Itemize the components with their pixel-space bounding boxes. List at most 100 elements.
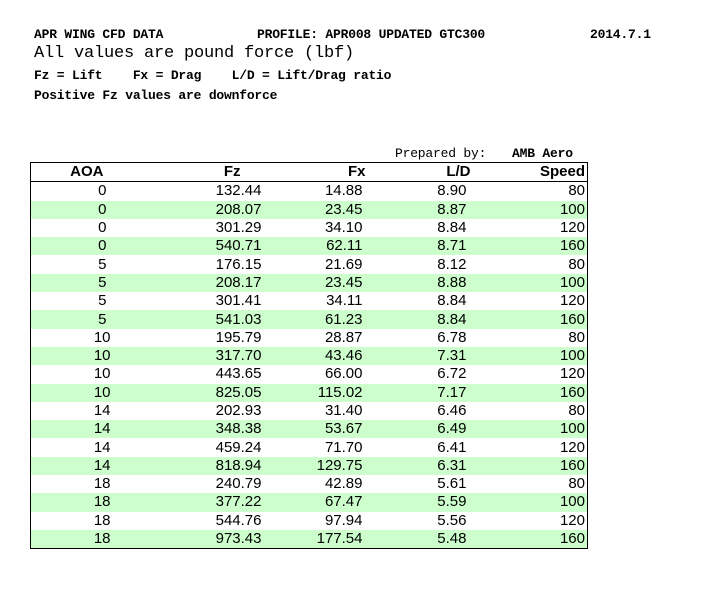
legend: Fz = Lift Fx = Drag L/D = Lift/Drag rati…: [34, 68, 392, 83]
cell: 80: [568, 182, 585, 200]
cell: 10: [30, 346, 149, 366]
cell: 160: [482, 237, 588, 256]
cell: 301.29: [215, 219, 262, 237]
cell: 0: [30, 237, 149, 256]
table-row: 5 208.17 23.45 8.88 100: [30, 273, 588, 293]
cell: 120: [559, 511, 585, 529]
cell: 8.90: [437, 182, 467, 200]
cell: 8.84: [437, 219, 467, 237]
cell: 61.23: [270, 310, 371, 329]
cell: 5: [30, 273, 149, 293]
column-header: AOA: [30, 162, 149, 183]
cell: 5.59: [370, 493, 483, 512]
table-row: 14 348.38 53.67 6.49 100: [30, 420, 588, 439]
cell: 240.79: [215, 475, 262, 493]
header-row: AOA Fz Fx L/D Speed: [30, 162, 588, 183]
cell: 443.65: [215, 365, 262, 383]
cell: 6.46: [437, 402, 467, 419]
cell: 31.40: [324, 402, 363, 419]
table-row: 18 240.79 42.89 5.61 80: [31, 475, 588, 493]
cell: 42.89: [324, 475, 363, 493]
table-row: 0 208.07 23.45 8.87 100: [30, 200, 588, 219]
cell: 8.84: [437, 292, 467, 310]
cell: 0: [98, 182, 107, 200]
cell: 8.71: [370, 237, 483, 256]
table-row: 0 301.29 34.10 8.84 120: [31, 219, 588, 237]
cell: 23.45: [270, 273, 371, 293]
cell: 825.05: [148, 383, 271, 402]
cell: 97.94: [324, 511, 363, 529]
date: 2014.7.1: [590, 27, 651, 42]
cell: 14.88: [324, 182, 363, 200]
cell: 160: [482, 456, 588, 476]
table-row: 10 317.70 43.46 7.31 100: [30, 346, 588, 366]
cell: 28.87: [324, 328, 363, 346]
cell: 34.10: [324, 219, 363, 237]
cell: 120: [559, 219, 585, 237]
cell: 541.03: [148, 310, 271, 329]
table-row: 18 377.22 67.47 5.59 100: [30, 493, 588, 512]
cell: 120: [559, 365, 585, 383]
cell: 6.31: [370, 456, 483, 476]
cell: 67.47: [270, 493, 371, 512]
column-header: L/D: [370, 162, 483, 183]
column-header: Fz: [148, 162, 271, 183]
cell: 80: [568, 402, 585, 419]
prepared-label: Prepared by:: [395, 146, 487, 161]
cell: 5.56: [437, 511, 467, 529]
cell: 71.70: [324, 438, 363, 456]
cell: 129.75: [270, 456, 371, 476]
prepared-name: AMB Aero: [512, 146, 573, 161]
cell: 100: [482, 200, 588, 219]
cell: 160: [482, 383, 588, 402]
source: APR WING CFD DATA: [34, 27, 164, 42]
cell: 14: [93, 438, 111, 456]
table-body: 0 132.44 14.88 8.90 80 0 208.07 23.45 8.87 100 0 30…: [30, 182, 588, 549]
cell: 202.93: [215, 402, 262, 419]
cell: 7.17: [370, 383, 483, 402]
cell: 14: [30, 456, 149, 476]
cell: 34.11: [326, 292, 363, 310]
cell: 8.87: [370, 200, 483, 219]
cell: 0: [30, 200, 149, 219]
cell: 208.07: [148, 200, 271, 219]
table-row: 18 544.76 97.94 5.56 120: [31, 512, 588, 530]
cell: 53.67: [270, 420, 371, 439]
cell: 14: [93, 402, 111, 419]
data-table: AOA Fz Fx L/D Speed 0 132.44 14.88 8.90 80 0 208.0…: [30, 162, 588, 550]
cell: 80: [568, 255, 585, 273]
cell: 18: [30, 529, 149, 549]
cell: 540.71: [148, 237, 271, 256]
column-header: Speed: [482, 162, 588, 183]
cell: 377.22: [148, 493, 271, 512]
table-row: 14 818.94 129.75 6.31 160: [30, 456, 588, 476]
cell: 66.00: [324, 365, 363, 383]
cell: 23.45: [270, 200, 371, 219]
cell: 301.41: [215, 292, 262, 310]
cell: 195.79: [215, 328, 262, 346]
cell: 7.31: [370, 346, 483, 366]
cell: 5.48: [370, 529, 483, 549]
cell: 10: [30, 383, 149, 402]
cell: 176.15: [215, 255, 262, 273]
cell: 818.94: [148, 456, 271, 476]
table-row: 10 825.05 115.02 7.17 160: [30, 383, 588, 402]
cell: 177.54: [270, 529, 371, 549]
cell: 6.72: [437, 365, 467, 383]
cell: 80: [568, 328, 585, 346]
cell: 208.17: [148, 273, 271, 293]
cell: 6.78: [437, 328, 467, 346]
cell: 100: [482, 273, 588, 293]
cell: 43.46: [270, 346, 371, 366]
cell: 10: [93, 328, 111, 346]
cell: 5: [30, 310, 149, 329]
cell: 18: [30, 493, 149, 512]
cell: 8.12: [437, 255, 467, 273]
table-row: 10 443.65 66.00 6.72 120: [31, 365, 588, 383]
cell: 100: [482, 420, 588, 439]
cell: 0: [98, 219, 107, 237]
cell: 132.44: [215, 182, 262, 200]
cell: 115.02: [270, 383, 371, 402]
cell: 14: [30, 420, 149, 439]
profile: PROFILE: APR008 UPDATED GTC300: [257, 27, 486, 42]
